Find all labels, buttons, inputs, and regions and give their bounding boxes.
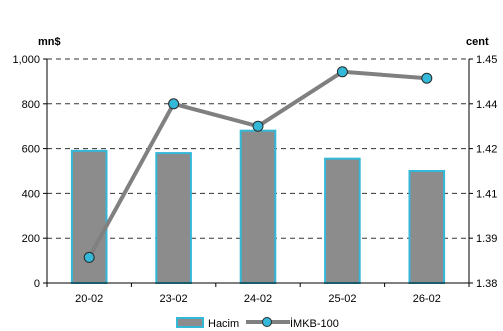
- right-axis-ticks: 1.38 1.39 1.41 1.42 1.44 1.45: [469, 54, 497, 290]
- left-axis-ticks: 0 200 400 600 800 1,000: [12, 54, 47, 290]
- left-axis-unit: mn$: [38, 36, 61, 48]
- imkb-point-20-02: [83, 251, 95, 263]
- imkb-point-25-02: [336, 66, 348, 78]
- bar-25-02: [324, 157, 361, 284]
- imkb-point-26-02: [421, 72, 433, 84]
- right-axis-unit: cent: [466, 36, 489, 48]
- x-tick-label: 26-02: [413, 293, 441, 305]
- bar-20-02: [70, 149, 108, 284]
- imkb-point-24-02: [252, 120, 264, 132]
- bar-24-02: [239, 129, 277, 284]
- right-tick-label: 1.42: [476, 144, 497, 156]
- legend: Hacim İMKB-100: [176, 317, 339, 330]
- legend-label-imkb: İMKB-100: [290, 317, 339, 330]
- x-tick-label: 23-02: [160, 293, 188, 305]
- bar-23-02: [155, 152, 192, 284]
- right-tick-label: 1.41: [476, 188, 497, 200]
- left-tick-label: 400: [22, 188, 40, 200]
- legend-label-hacim: Hacim: [208, 318, 239, 330]
- left-tick-label: 1,000: [12, 54, 40, 66]
- index-line: [83, 66, 433, 263]
- volume-bars: [70, 129, 446, 284]
- x-tick-label: 20-02: [75, 293, 103, 305]
- left-tick-label: 800: [22, 99, 40, 111]
- legend-marker-imkb: [262, 317, 272, 327]
- right-tick-label: 1.45: [476, 54, 497, 66]
- left-tick-label: 600: [22, 144, 40, 156]
- right-tick-label: 1.44: [476, 99, 497, 111]
- x-tick-label: 24-02: [244, 293, 272, 305]
- legend-swatch-hacim: [176, 317, 204, 328]
- imkb-point-23-02: [168, 98, 180, 110]
- left-tick-label: 200: [22, 233, 40, 245]
- bar-26-02: [408, 170, 446, 284]
- x-tick-label: 25-02: [328, 293, 356, 305]
- left-tick-label: 0: [34, 278, 40, 290]
- x-axis-ticks: 20-02 23-02 24-02 25-02 26-02: [46, 283, 470, 305]
- right-tick-label: 1.38: [476, 278, 497, 290]
- axes: [46, 59, 470, 284]
- right-tick-label: 1.39: [476, 233, 497, 245]
